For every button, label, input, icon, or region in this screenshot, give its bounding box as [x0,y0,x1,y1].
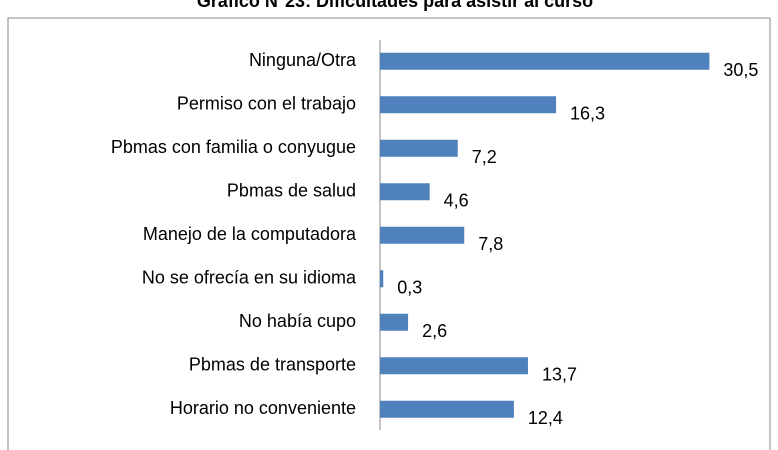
category-label: Horario no conveniente [170,398,356,418]
bar [380,270,384,288]
bar [380,226,465,244]
bar [380,139,458,157]
bar [380,313,409,331]
category-label: Permiso con el trabajo [177,94,356,114]
category-label: No había cupo [239,311,356,331]
category-label: Pbmas de transporte [189,355,356,375]
category-label: Manejo de la computadora [143,224,357,244]
bar [380,357,528,375]
value-label: 7,2 [472,147,497,167]
value-label: 13,7 [542,365,577,385]
value-label: 12,4 [528,408,563,428]
value-label: 0,3 [397,278,422,298]
bar [380,96,557,114]
category-label: Ninguna/Otra [249,50,357,70]
category-label: Pbmas con familia o conyugue [111,137,356,157]
category-label: No se ofrecía en su idioma [142,268,357,288]
value-label: 4,6 [444,191,469,211]
bar [380,183,430,201]
bar [380,52,710,70]
value-label: 2,6 [422,321,447,341]
category-label: Pbmas de salud [227,181,356,201]
value-label: 16,3 [570,104,605,124]
chart-title: Gráfico N°23: Dificultades para asistir … [197,0,593,11]
value-label: 7,8 [478,234,503,254]
value-label: 30,5 [723,60,758,80]
bar [380,400,514,418]
